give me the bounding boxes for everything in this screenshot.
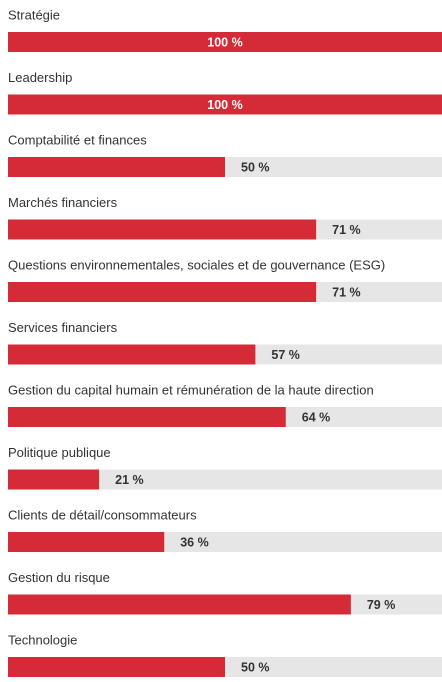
bar-track bbox=[8, 469, 442, 490]
bar bbox=[8, 94, 442, 115]
value-label: 64 % bbox=[302, 410, 331, 424]
value-label: 71 % bbox=[332, 285, 361, 299]
category-label: Questions environnementales, sociales et… bbox=[8, 257, 385, 272]
category-label: Leadership bbox=[8, 70, 72, 85]
category-label: Politique publique bbox=[8, 445, 111, 460]
bar bbox=[8, 657, 225, 677]
value-label: 36 % bbox=[180, 535, 209, 549]
category-label: Comptabilité et finances bbox=[8, 132, 147, 147]
value-label: 21 % bbox=[115, 473, 144, 487]
value-label: 57 % bbox=[271, 348, 300, 362]
category-label: Gestion du risque bbox=[8, 570, 110, 585]
bar bbox=[8, 407, 286, 427]
value-label: 100 % bbox=[207, 98, 242, 112]
bar bbox=[8, 32, 442, 52]
bar bbox=[8, 344, 256, 365]
value-label: 71 % bbox=[332, 223, 361, 237]
category-label: Technologie bbox=[8, 632, 77, 647]
value-label: 50 % bbox=[241, 660, 270, 674]
value-label: 79 % bbox=[367, 598, 396, 612]
category-label: Services financiers bbox=[8, 320, 118, 335]
category-label: Clients de détail/consommateurs bbox=[8, 507, 197, 522]
bar bbox=[8, 157, 225, 177]
value-label: 100 % bbox=[207, 35, 242, 49]
category-label: Gestion du capital humain et rémunératio… bbox=[8, 382, 374, 397]
bar bbox=[8, 219, 317, 240]
bar bbox=[8, 532, 165, 552]
bar bbox=[8, 594, 351, 615]
category-label: Stratégie bbox=[8, 7, 60, 22]
value-label: 50 % bbox=[241, 160, 270, 174]
bar bbox=[8, 282, 317, 302]
category-label: Marchés financiers bbox=[8, 195, 118, 210]
bar bbox=[8, 469, 100, 490]
